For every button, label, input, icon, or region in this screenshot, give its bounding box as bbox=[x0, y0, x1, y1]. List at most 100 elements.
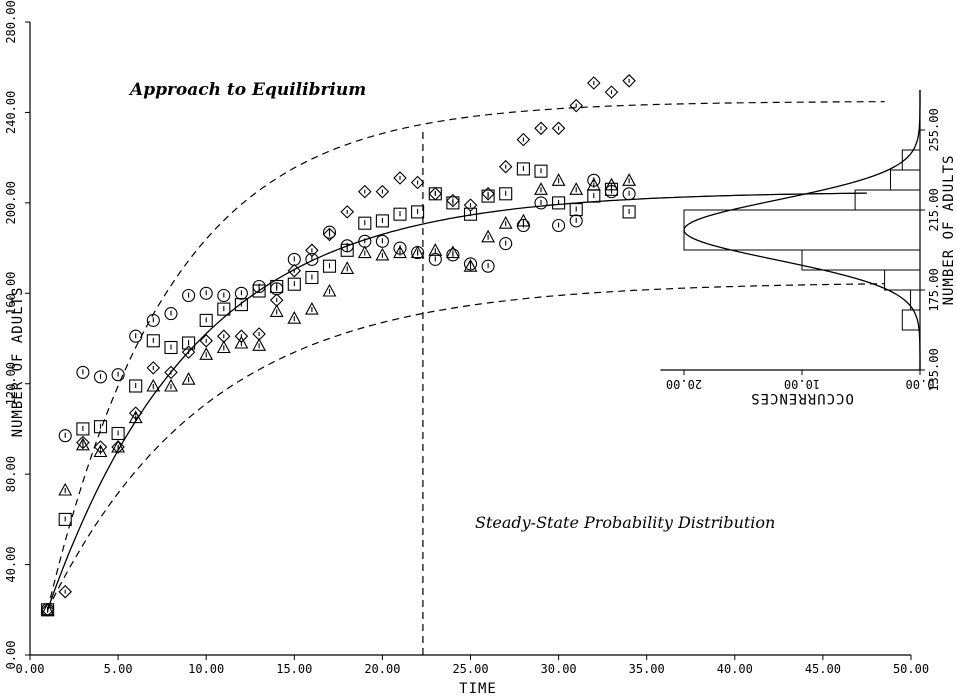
point-square bbox=[516, 162, 530, 176]
circle-marker bbox=[234, 286, 248, 300]
point-triangle bbox=[604, 177, 619, 191]
point-circle bbox=[569, 214, 583, 228]
point-diamond bbox=[446, 193, 460, 208]
hist-y-tick-label: 135.00 bbox=[927, 348, 941, 391]
diamond-marker bbox=[93, 440, 108, 454]
circle-marker bbox=[499, 237, 513, 251]
point-triangle bbox=[304, 301, 319, 315]
point-diamond bbox=[93, 440, 108, 454]
triangle-marker bbox=[586, 177, 601, 191]
point-diamond bbox=[410, 175, 425, 190]
square-marker bbox=[375, 214, 389, 228]
square-marker bbox=[446, 196, 460, 210]
point-square bbox=[552, 196, 566, 210]
point-square bbox=[58, 512, 72, 526]
point-triangle bbox=[481, 229, 496, 243]
circle-marker bbox=[199, 286, 213, 300]
point-diamond bbox=[305, 243, 319, 258]
point-square bbox=[217, 302, 231, 316]
point-diamond bbox=[217, 329, 231, 343]
diamond-marker bbox=[234, 329, 249, 343]
triangle-marker bbox=[287, 311, 302, 324]
diamond-marker bbox=[622, 74, 636, 88]
point-square bbox=[322, 259, 337, 273]
triangle-marker bbox=[569, 182, 584, 195]
triangle-marker bbox=[375, 247, 390, 261]
point-triangle bbox=[146, 378, 161, 392]
diamond-marker bbox=[76, 435, 90, 450]
circle-marker bbox=[182, 288, 196, 303]
y-tick-label: 240.00 bbox=[4, 91, 18, 134]
triangle-marker bbox=[604, 177, 619, 191]
diamond-marker bbox=[128, 406, 143, 420]
y-tick-label: 280.00 bbox=[4, 0, 18, 43]
x-tick-label: 25.00 bbox=[452, 662, 488, 676]
point-diamond bbox=[199, 334, 213, 348]
point-square bbox=[358, 216, 372, 230]
point-triangle bbox=[393, 245, 407, 259]
point-diamond bbox=[393, 171, 407, 185]
triangle-marker bbox=[551, 173, 566, 186]
diamond-marker bbox=[393, 171, 407, 185]
point-diamond bbox=[428, 187, 443, 201]
lower-band bbox=[47, 283, 885, 611]
square-marker bbox=[358, 216, 372, 230]
point-circle bbox=[375, 234, 389, 248]
diamond-marker bbox=[164, 365, 178, 380]
diamond-marker bbox=[410, 175, 425, 190]
point-triangle bbox=[357, 245, 372, 259]
circle-marker bbox=[76, 365, 90, 379]
diamond-marker bbox=[358, 184, 372, 199]
point-square bbox=[287, 277, 301, 291]
point-square bbox=[587, 189, 601, 203]
triangle-marker bbox=[622, 173, 637, 186]
hist-bar bbox=[683, 209, 921, 251]
square-marker bbox=[393, 207, 407, 221]
point-square bbox=[499, 187, 513, 201]
point-circle bbox=[622, 187, 636, 201]
triangle-marker bbox=[146, 378, 161, 392]
point-triangle bbox=[287, 311, 302, 324]
diamond-marker bbox=[305, 243, 319, 258]
diamond-marker bbox=[428, 187, 443, 201]
square-marker bbox=[411, 205, 425, 219]
y-tick-label: 160.00 bbox=[4, 272, 18, 315]
circle-marker bbox=[305, 252, 319, 266]
square-marker bbox=[234, 298, 248, 312]
point-triangle bbox=[216, 340, 231, 354]
point-circle bbox=[552, 218, 566, 233]
point-triangle bbox=[181, 372, 196, 385]
point-square bbox=[76, 422, 90, 436]
point-square bbox=[305, 270, 319, 285]
circle-marker bbox=[129, 329, 143, 343]
point-square bbox=[234, 298, 248, 312]
square-marker bbox=[463, 207, 478, 221]
y-tick-label: 80.00 bbox=[4, 456, 18, 492]
diamond-marker bbox=[287, 263, 302, 278]
x-tick-label: 40.00 bbox=[717, 662, 753, 676]
point-circle bbox=[146, 313, 160, 327]
triangle-marker bbox=[252, 338, 267, 351]
point-circle bbox=[428, 252, 442, 266]
diamond-marker bbox=[40, 603, 55, 617]
diamond-marker bbox=[446, 193, 460, 208]
point-square bbox=[340, 243, 354, 257]
square-marker bbox=[516, 162, 530, 176]
square-marker bbox=[270, 279, 284, 294]
square-marker bbox=[58, 512, 72, 526]
square-marker bbox=[340, 243, 354, 257]
point-triangle bbox=[164, 378, 178, 392]
triangle-marker bbox=[498, 216, 513, 229]
diamond-marker bbox=[269, 293, 284, 307]
triangle-marker bbox=[111, 439, 126, 453]
x-tick-label: 50.00 bbox=[893, 662, 929, 676]
hist-x-tick-label: 10.00 bbox=[784, 377, 820, 391]
point-circle bbox=[129, 329, 143, 343]
x-tick-label: 10.00 bbox=[188, 662, 224, 676]
point-diamond bbox=[111, 440, 125, 454]
point-triangle bbox=[445, 245, 460, 259]
upper-band bbox=[47, 101, 885, 610]
point-diamond bbox=[322, 227, 337, 242]
point-triangle bbox=[375, 247, 390, 261]
square-marker bbox=[305, 270, 319, 285]
